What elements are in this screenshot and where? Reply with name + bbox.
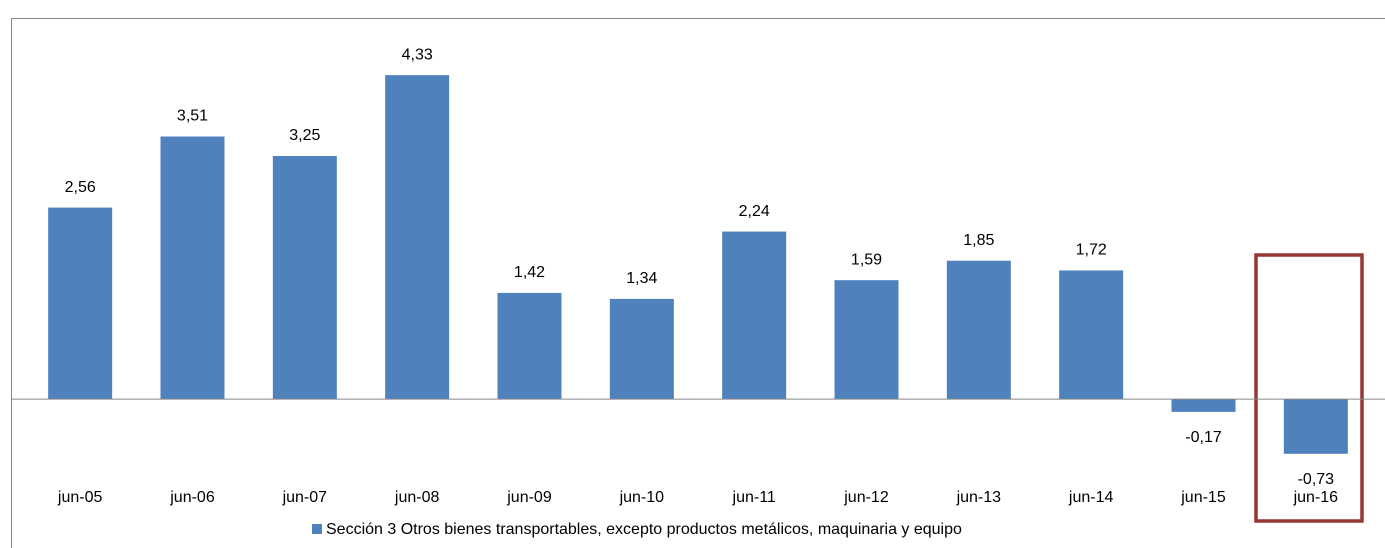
- x-tick-label: jun-07: [282, 489, 328, 506]
- bar: [385, 75, 450, 400]
- legend-label: Sección 3 Otros bienes transportables, e…: [326, 521, 962, 538]
- x-tick-label: jun-05: [57, 489, 103, 506]
- data-label: -0,17: [1185, 429, 1222, 446]
- data-label: 2,56: [65, 179, 96, 196]
- x-tick-label: jun-14: [1068, 489, 1114, 506]
- data-label: 3,51: [177, 108, 208, 125]
- data-label: 4,33: [402, 46, 433, 63]
- x-tick-label: jun-10: [619, 489, 665, 506]
- bar: [1283, 399, 1348, 454]
- bar: [48, 207, 113, 400]
- bar: [1059, 270, 1124, 400]
- bar: [609, 298, 674, 400]
- data-label: 1,42: [514, 264, 545, 281]
- legend-swatch: [312, 524, 322, 534]
- x-tick-label: jun-11: [732, 489, 776, 506]
- data-label: -0,73: [1298, 471, 1335, 488]
- bar: [160, 136, 225, 400]
- data-label: 1,59: [851, 251, 882, 268]
- chart-frame: [11, 18, 1385, 548]
- x-tick-label: jun-13: [956, 489, 1002, 506]
- x-tick-label: jun-08: [394, 489, 440, 506]
- data-label: 1,72: [1076, 242, 1107, 259]
- bar: [722, 231, 787, 400]
- highlight-box: [1254, 253, 1364, 523]
- x-tick-label: jun-12: [843, 489, 889, 506]
- data-label: 1,85: [963, 232, 994, 249]
- data-label: 1,34: [626, 270, 657, 287]
- bar: [946, 260, 1011, 400]
- x-tick-label: jun-06: [169, 489, 215, 506]
- bar: [497, 292, 562, 400]
- bar: [272, 155, 337, 400]
- bar: [834, 280, 899, 400]
- data-label: 2,24: [739, 203, 770, 220]
- data-label: 3,25: [289, 127, 320, 144]
- x-tick-label: jun-16: [1293, 489, 1339, 506]
- x-tick-label: jun-15: [1180, 489, 1226, 506]
- x-tick-label: jun-09: [506, 489, 552, 506]
- bar: [1171, 399, 1236, 412]
